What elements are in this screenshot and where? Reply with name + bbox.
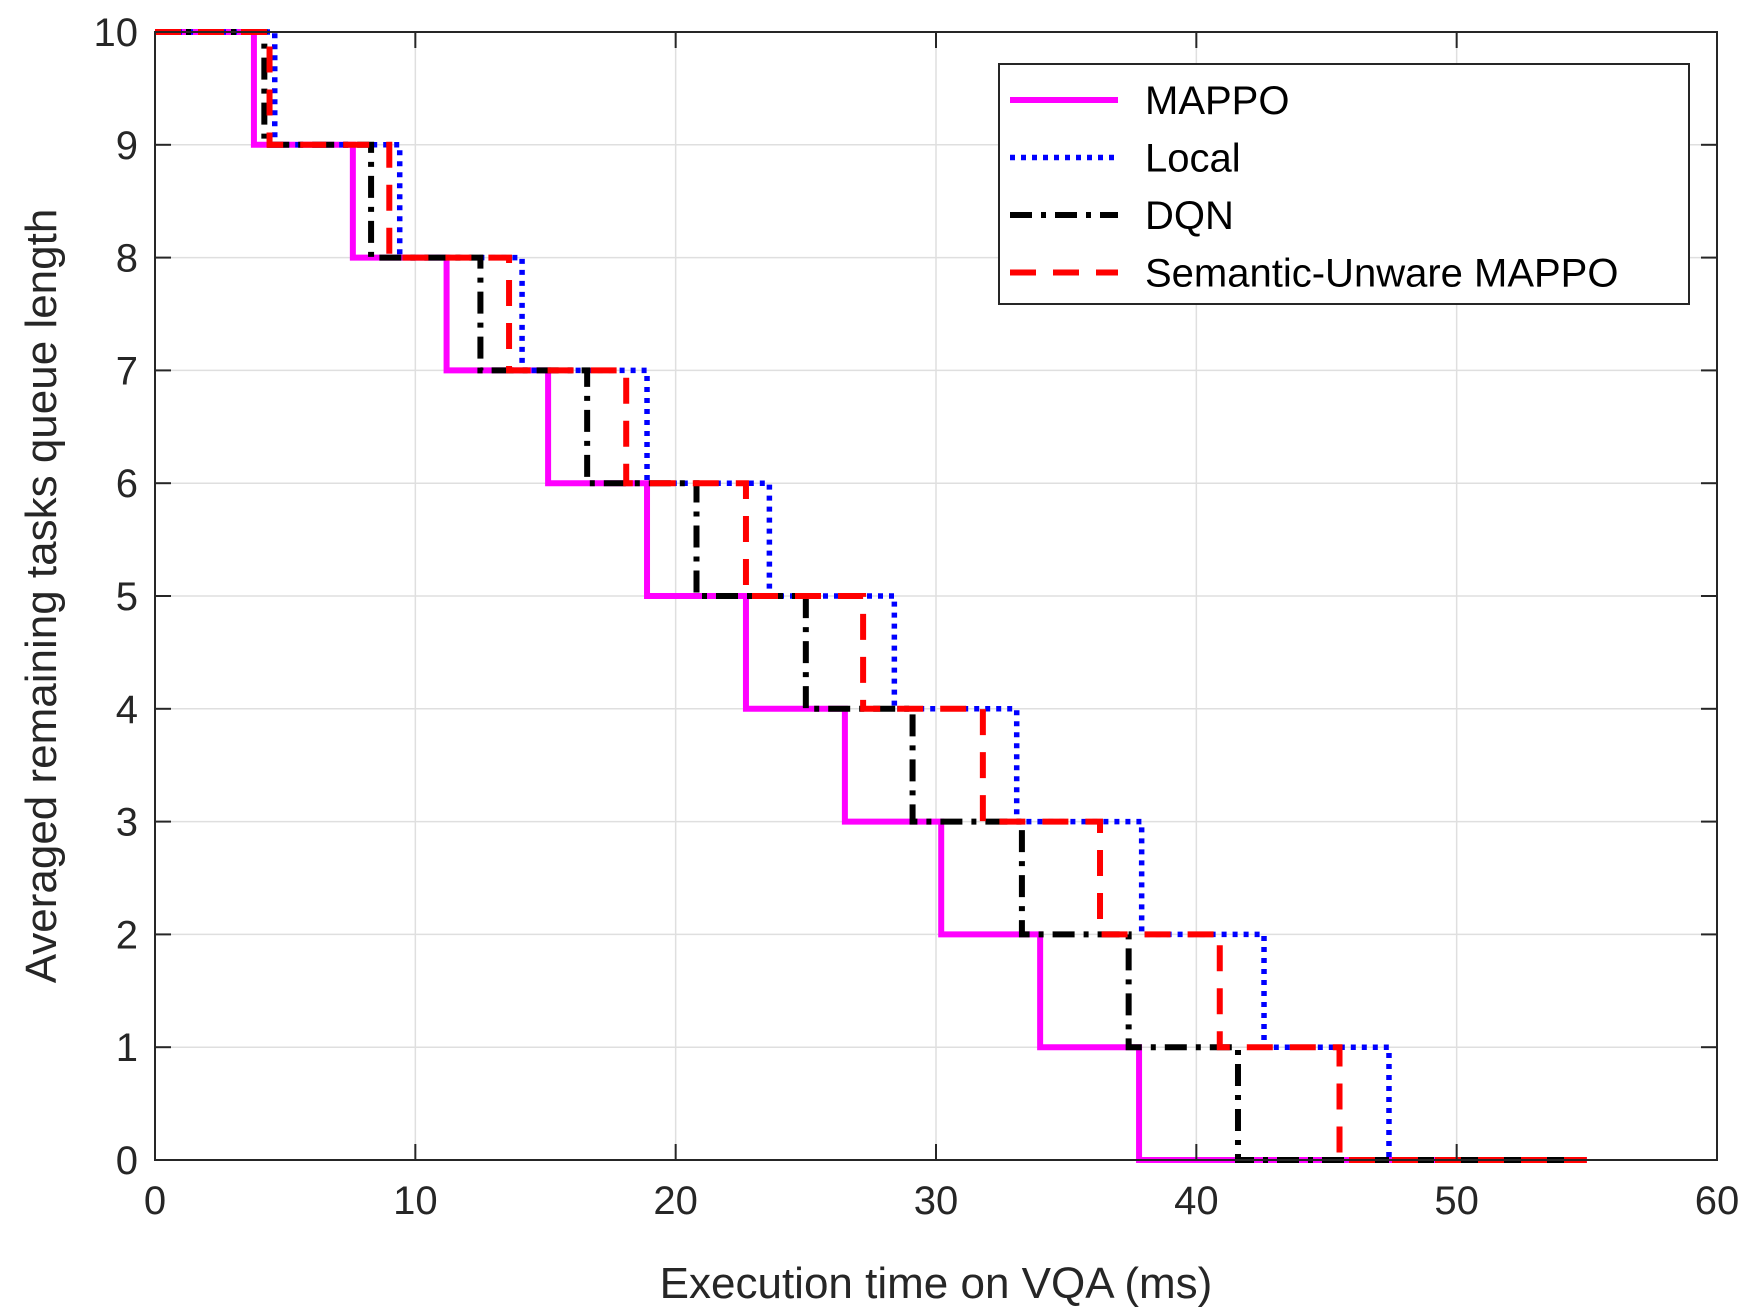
x-tick-label: 50 bbox=[1434, 1179, 1479, 1223]
y-tick-label: 0 bbox=[116, 1139, 138, 1183]
y-tick-label: 5 bbox=[116, 575, 138, 619]
legend-label: DQN bbox=[1145, 194, 1234, 238]
series-lines bbox=[155, 29, 1587, 1163]
y-tick-label: 4 bbox=[116, 688, 138, 732]
x-tick-label: 30 bbox=[914, 1179, 959, 1223]
legend: MAPPO Local DQN Semantic-Unware MAPPO bbox=[998, 63, 1690, 305]
x-tick-label: 0 bbox=[144, 1179, 166, 1223]
series-line-0 bbox=[155, 29, 1587, 1163]
y-tick-label: 10 bbox=[94, 11, 139, 55]
y-tick-label: 2 bbox=[116, 913, 138, 957]
legend-label: Local bbox=[1145, 137, 1241, 181]
x-tick-label: 10 bbox=[393, 1179, 438, 1223]
y-tick-label: 3 bbox=[116, 801, 138, 845]
y-tick-label: 8 bbox=[116, 237, 138, 281]
x-axis-title: Execution time on VQA (ms) bbox=[660, 1259, 1213, 1308]
x-tick-label: 20 bbox=[653, 1179, 698, 1223]
x-tick-label: 60 bbox=[1695, 1179, 1740, 1223]
y-tick-label: 7 bbox=[116, 349, 138, 393]
legend-label: Semantic-Unware MAPPO bbox=[1145, 252, 1618, 296]
x-tick-label: 40 bbox=[1174, 1179, 1219, 1223]
y-tick-label: 6 bbox=[116, 462, 138, 506]
y-tick-label: 9 bbox=[116, 124, 138, 168]
series-line-2 bbox=[155, 29, 1587, 1163]
axis-ticks: 0 10 20 30 40 50 60 0 1 2 3 4 5 6 7 8 9 10 bbox=[94, 11, 1740, 1223]
series-line-3 bbox=[155, 29, 1587, 1163]
legend-box bbox=[998, 63, 1690, 305]
y-axis-title: Averaged remaining tasks queue length bbox=[17, 209, 66, 984]
y-tick-label: 1 bbox=[116, 1026, 138, 1070]
legend-label: MAPPO bbox=[1145, 79, 1289, 123]
